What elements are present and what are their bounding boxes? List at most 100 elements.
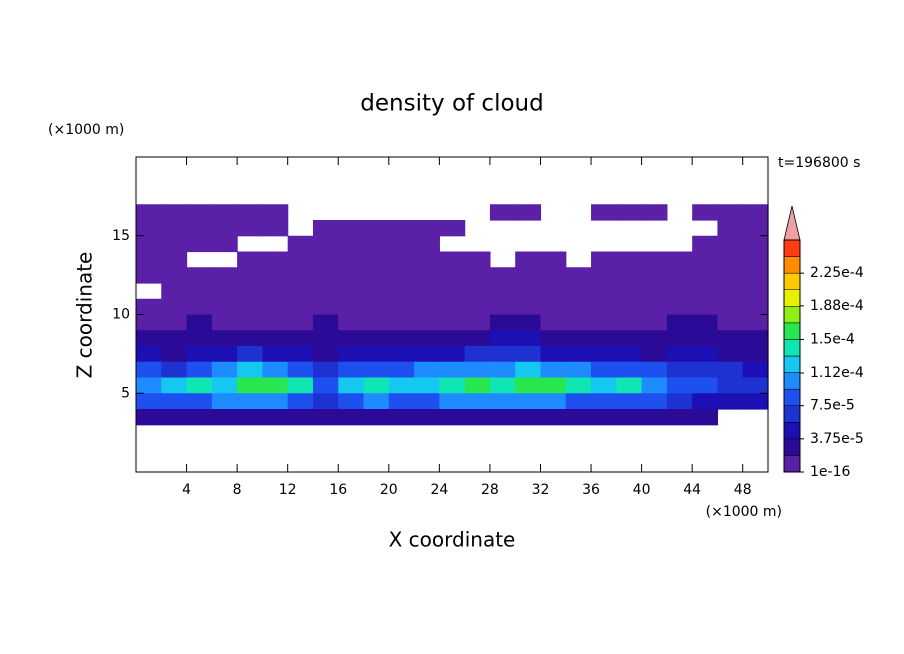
field-cell — [338, 409, 365, 426]
field-cell — [388, 298, 415, 316]
field-cell — [439, 283, 466, 300]
field-cell — [136, 298, 162, 316]
field-cell — [211, 330, 238, 347]
field-cell — [338, 283, 365, 300]
field-cell — [616, 409, 643, 426]
time-annotation: t=196800 s — [778, 155, 860, 171]
field-cell — [338, 377, 365, 394]
field-cell — [186, 314, 213, 331]
field-cell — [312, 298, 339, 316]
y-tick-label: 5 — [121, 385, 130, 401]
field-cell — [161, 377, 188, 394]
field-cell — [515, 251, 542, 268]
field-cell — [742, 377, 769, 394]
field-cell — [338, 220, 365, 237]
field-cell — [312, 251, 339, 268]
field-cell — [388, 346, 415, 363]
x-tick-label: 44 — [683, 482, 701, 498]
field-cell — [666, 409, 693, 426]
x-tick-label: 20 — [380, 482, 398, 498]
field-cell — [515, 393, 542, 410]
field-cell — [414, 346, 440, 363]
y-unit: (×1000 m) — [48, 122, 124, 138]
field-cell — [312, 314, 339, 331]
field-cell — [515, 377, 542, 394]
field-cell — [717, 314, 744, 331]
colorbar-extend — [783, 205, 801, 241]
field-cell — [489, 346, 516, 363]
x-tick-label: 48 — [734, 482, 752, 498]
field-cell — [287, 361, 314, 379]
field-cell — [742, 283, 769, 300]
field-cell — [414, 220, 440, 237]
field-cell — [136, 267, 162, 284]
field-cell — [211, 314, 238, 331]
field-cell — [338, 235, 365, 253]
field-cell — [641, 267, 668, 284]
field-cell — [388, 220, 415, 237]
field-cell — [489, 204, 516, 221]
field-cell — [388, 409, 415, 426]
field-cell — [161, 267, 188, 284]
field-cell — [237, 361, 263, 379]
field-cell — [211, 377, 238, 394]
x-tick-label: 36 — [582, 482, 600, 498]
field-cell — [692, 204, 719, 221]
field-cell — [262, 251, 289, 268]
field-cell — [515, 298, 542, 316]
field-cell — [262, 346, 289, 363]
field-cell — [565, 346, 592, 363]
colorbar-box — [783, 455, 801, 473]
field-cell — [414, 361, 440, 379]
field-cell — [591, 377, 617, 394]
field-cell — [237, 298, 263, 316]
field-cell — [515, 267, 542, 284]
field-cell — [464, 346, 491, 363]
field-cell — [186, 346, 213, 363]
field-cell — [717, 298, 744, 316]
field-cell — [312, 330, 339, 347]
field-cell — [161, 204, 188, 221]
colorbar-tick-label: 2.25e-4 — [810, 265, 864, 281]
field-cell — [414, 314, 440, 331]
field-cell — [692, 409, 719, 426]
field-cell — [338, 330, 365, 347]
field-cell — [136, 220, 162, 237]
colorbar-box — [783, 322, 801, 340]
field-cell — [237, 251, 263, 268]
field-cell — [338, 267, 365, 284]
field-cell — [616, 298, 643, 316]
field-cell — [439, 314, 466, 331]
field-cell — [464, 251, 491, 268]
field-cell — [211, 393, 238, 410]
field-cell — [717, 377, 744, 394]
field-cell — [591, 393, 617, 410]
field-cell — [742, 267, 769, 284]
field-cell — [388, 235, 415, 253]
field-cell — [211, 204, 238, 221]
field-cell — [641, 298, 668, 316]
y-tick-label: 10 — [112, 307, 130, 323]
field-cell — [262, 314, 289, 331]
field-cell — [262, 361, 289, 379]
field-cell — [439, 361, 466, 379]
colorbar-tick-label: 1.5e-4 — [810, 331, 855, 347]
field-cell — [363, 393, 390, 410]
field-cell — [641, 361, 668, 379]
field-cell — [161, 235, 188, 253]
field-cell — [136, 235, 162, 253]
field-cell — [641, 346, 668, 363]
field-cell — [136, 409, 162, 426]
field-cell — [237, 393, 263, 410]
field-cell — [717, 330, 744, 347]
colorbar-tick-label: 1e-16 — [810, 464, 850, 480]
field-cell — [565, 314, 592, 331]
field-cell — [338, 361, 365, 379]
field-cell — [464, 267, 491, 284]
field-cell — [717, 393, 744, 410]
field-cell — [237, 314, 263, 331]
field-cell — [388, 314, 415, 331]
field-cell — [591, 251, 617, 268]
field-cell — [312, 393, 339, 410]
colorbar-box — [783, 438, 801, 456]
